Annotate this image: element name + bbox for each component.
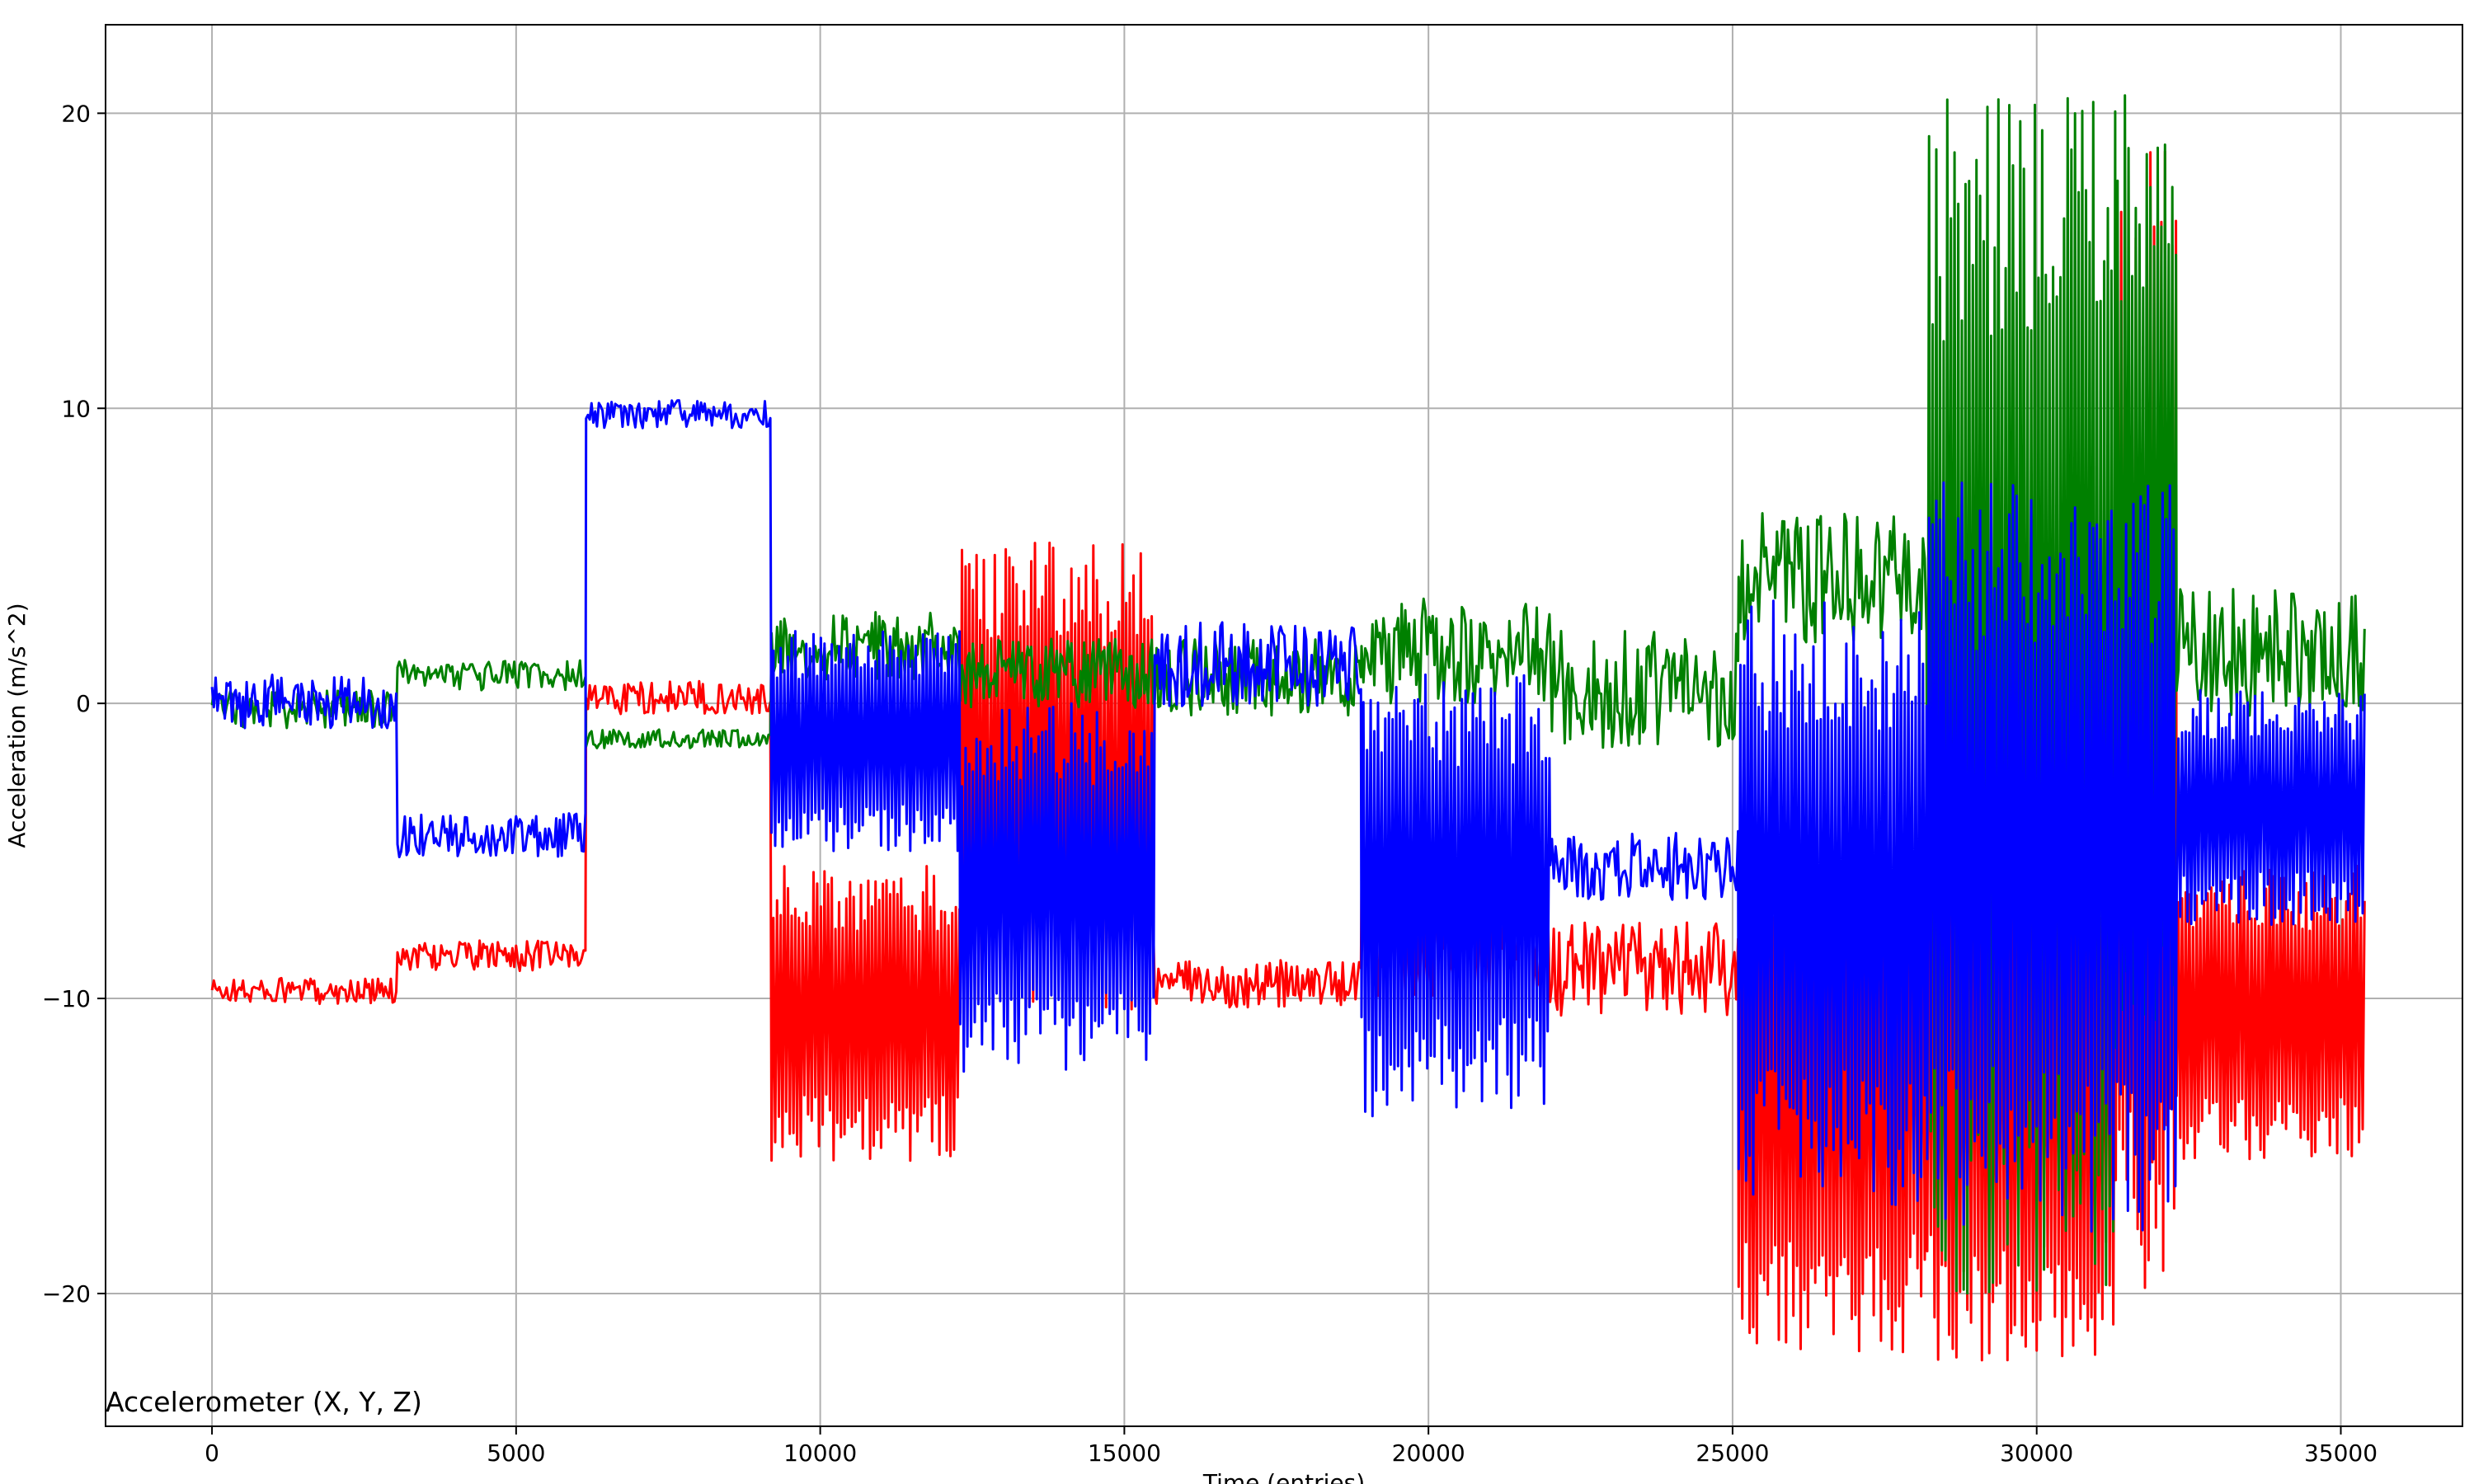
x-tick-label: 0 [205, 1439, 219, 1467]
y-axis-label: Acceleration (m/s^2) [3, 603, 31, 848]
y-tick-label: −10 [42, 985, 91, 1012]
x-tick-label: 30000 [2000, 1439, 2073, 1467]
series-line-2 [210, 399, 2366, 1233]
series-layer [210, 94, 2366, 1362]
x-tick-label: 35000 [2304, 1439, 2378, 1467]
x-tick-label: 25000 [1696, 1439, 1769, 1467]
plot-frame [105, 24, 2463, 1427]
x-axis-label: Time (entries) [1202, 1469, 1365, 1484]
x-tick-label: 5000 [487, 1439, 545, 1467]
x-tick-label: 15000 [1088, 1439, 1161, 1467]
series-1 [210, 94, 2366, 1295]
y-tick-label: 0 [76, 690, 91, 717]
chart-annotation: Accelerometer (X, Y, Z) [106, 1386, 422, 1418]
x-tick-label: 10000 [783, 1439, 857, 1467]
series-2 [210, 399, 2366, 1233]
y-tick-label: 10 [61, 395, 91, 422]
x-tick-label: 20000 [1392, 1439, 1465, 1467]
tick-layer: 0 5000 10000 15000 20000 25000 30000 35000 −20 −1… [42, 100, 2378, 1467]
series-line-1 [210, 94, 2366, 1295]
y-tick-label: 20 [61, 100, 91, 127]
y-tick-label: −20 [42, 1280, 91, 1308]
